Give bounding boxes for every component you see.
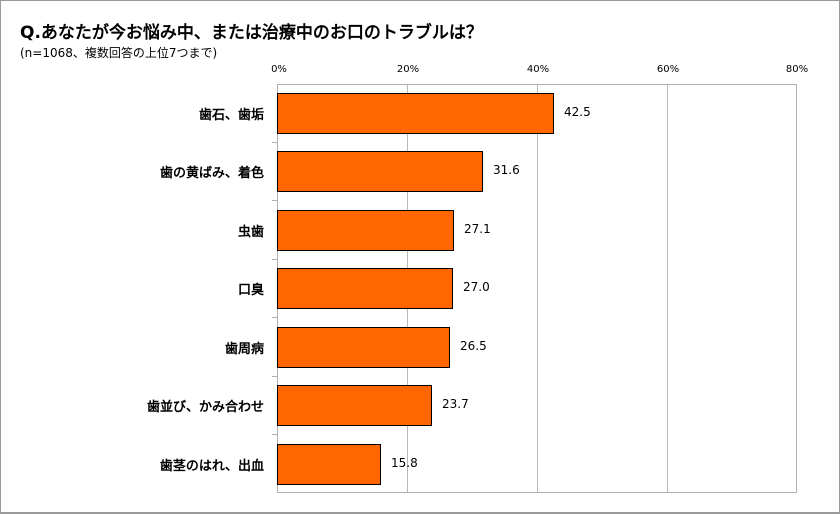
bar-periodontal [277,327,450,368]
category-label: 歯茎のはれ、出血 [159,459,264,474]
y-tick [272,259,277,260]
category-label: 口臭 [237,283,264,298]
value-label: 23.7 [442,397,469,411]
y-tick [272,142,277,143]
x-tick-60: 60% [656,64,680,75]
plot-area: 42.5 31.6 27.1 27.0 26.5 23.7 15.8 [277,84,797,493]
x-tick-0: 0% [271,64,287,75]
chart-subtitle: (n=1068、複数回答の上位7つまで) [20,46,218,60]
gridline-60 [667,85,668,492]
category-label: 虫歯 [237,225,264,240]
value-label: 27.0 [463,280,490,294]
value-label: 31.6 [493,163,520,177]
category-label: 歯石、歯垢 [198,108,264,123]
y-tick [272,434,277,435]
category-label: 歯周病 [224,342,264,357]
chart-title: Q.あなたが今お悩み中、または治療中のお口のトラブルは？ [20,23,483,43]
value-label: 27.1 [464,222,491,236]
x-tick-40: 40% [526,64,550,75]
bar-tartar [277,93,554,134]
bar-bad-breath [277,268,453,309]
y-tick [272,317,277,318]
bar-yellowing [277,151,483,192]
bar-gum-bleeding [277,444,381,485]
x-tick-20: 20% [396,64,420,75]
bar-cavity [277,210,454,251]
y-tick [272,376,277,377]
category-label: 歯並び、かみ合わせ [146,400,264,415]
value-label: 15.8 [391,456,418,470]
value-label: 26.5 [460,339,487,353]
category-label: 歯の黄ばみ、着色 [159,166,264,181]
bar-alignment [277,385,432,426]
gridline-40 [537,85,538,492]
y-tick [272,200,277,201]
x-tick-80: 80% [785,64,809,75]
value-label: 42.5 [564,105,591,119]
